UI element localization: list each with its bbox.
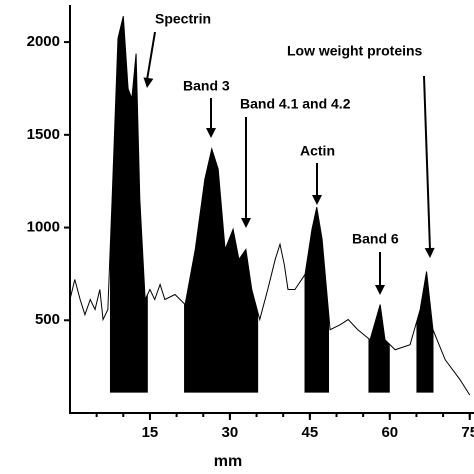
filled-peak [368, 304, 390, 393]
y-tick-label: 1000 [27, 219, 60, 236]
annotation: Actin [300, 143, 335, 159]
annotation: Low weight proteins [287, 43, 423, 59]
y-tick-label: 2000 [27, 33, 60, 50]
y-tick-label: 1500 [27, 126, 60, 143]
filled-peak [109, 16, 148, 393]
annotation-arrow [423, 75, 431, 251]
annotation: Band 4.1 and 4.2 [240, 96, 351, 112]
x-tick-label: 15 [142, 424, 159, 441]
y-tick-label: 500 [35, 311, 60, 328]
arrow-head [241, 218, 251, 228]
filled-peak [304, 207, 330, 393]
x-tick-label: 60 [381, 424, 398, 441]
annotation: Band 6 [352, 231, 399, 247]
arrow-head [375, 285, 385, 295]
arrow-head [312, 195, 322, 205]
x-tick-label: 75 [461, 424, 474, 441]
x-tick-label: 30 [222, 424, 239, 441]
x-axis-label: mm [214, 453, 242, 470]
filled-peak [416, 271, 434, 393]
annotation: Band 3 [183, 78, 230, 94]
arrow-head [206, 128, 216, 138]
x-tick-label: 45 [301, 424, 318, 441]
annotation: Spectrin [155, 11, 211, 27]
filled-peak [184, 148, 259, 393]
arrow-head [143, 77, 154, 88]
annotation-arrow [146, 31, 156, 81]
arrow-head [424, 247, 435, 258]
trace [69, 16, 471, 396]
